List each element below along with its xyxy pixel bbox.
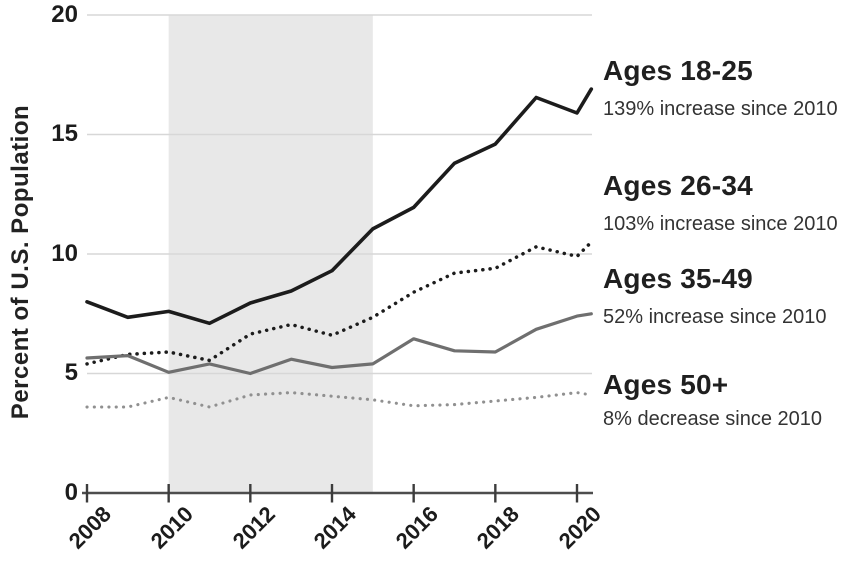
series-line-ages-50-: [85, 391, 593, 409]
y-tick-label-0: 0: [64, 479, 78, 506]
legend-title-ages-18-25: Ages 18-25: [603, 55, 753, 86]
y-tick-label-5: 5: [64, 359, 78, 386]
legend-subtitle-ages-18-25: 139% increase since 2010: [603, 98, 838, 120]
y-tick-label-15: 15: [51, 120, 78, 147]
legend-subtitle-ages-26-34: 103% increase since 2010: [603, 213, 838, 235]
y-tick-label-20: 20: [51, 1, 78, 28]
series-line-ages-26-34: [85, 240, 594, 366]
series-line-ages-35-49: [85, 312, 593, 376]
series-line-ages-18-25: [85, 87, 594, 326]
legend-title-ages-50-plus: Ages 50+: [603, 369, 729, 400]
legend-title-ages-35-49: Ages 35-49: [603, 263, 753, 294]
legend-subtitle-ages-50-plus: 8% decrease since 2010: [603, 408, 823, 430]
y-tick-label-10: 10: [51, 240, 78, 267]
legend-subtitle-ages-35-49: 52% increase since 2010: [603, 306, 827, 328]
legend-title-ages-26-34: Ages 26-34: [603, 170, 753, 201]
